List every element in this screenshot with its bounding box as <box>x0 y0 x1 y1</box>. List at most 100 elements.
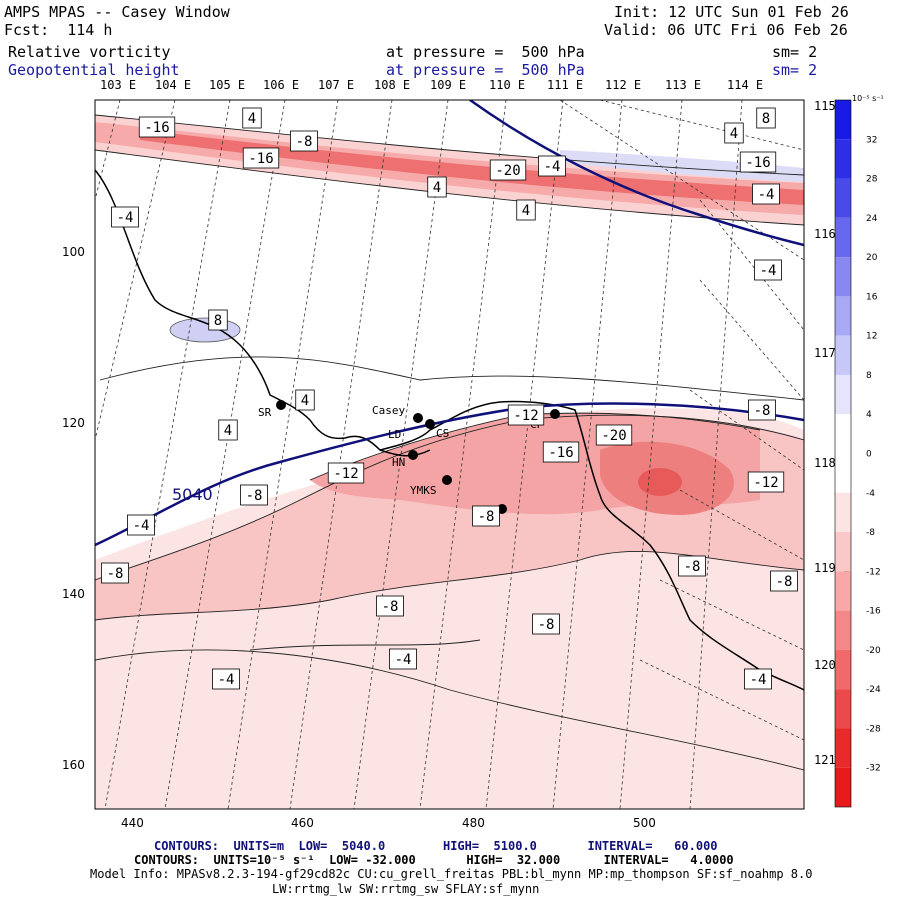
colorbar-swatch <box>835 335 851 375</box>
contour-label: -20 <box>495 163 520 179</box>
lon-label: 109 E <box>430 78 466 92</box>
x-tick-label: 440 <box>121 816 144 830</box>
contour-label-box <box>212 668 240 690</box>
y-tick-label: 140 <box>62 587 85 601</box>
contour-label: 8 <box>762 111 770 127</box>
colorbar-tick-label: 32 <box>866 135 877 145</box>
contour-label: -8 <box>684 559 701 575</box>
contour-label-box <box>532 613 560 635</box>
footer-vorticity-contours: CONTOURS: UNITS=10⁻⁵ s⁻¹ LOW= -32.000 HI… <box>134 853 734 867</box>
model-title: AMPS MPAS -- Casey Window <box>4 3 230 21</box>
x-axis: 440 460 480 500 <box>121 816 656 830</box>
field2-name: Geopotential height <box>8 61 180 79</box>
contour-label: -16 <box>248 151 273 167</box>
colorbar-swatch <box>835 453 851 493</box>
contour-label-box <box>516 199 536 221</box>
contour-label-box <box>111 206 139 228</box>
contour-label: -8 <box>382 599 399 615</box>
contour-label: 4 <box>248 111 256 127</box>
contour-label: -12 <box>513 408 538 424</box>
colorbar-tick-label: 0 <box>866 450 872 460</box>
contour-labels: -16 4 -8 -16 -20 -4 4 8 -16 -4 4 4 -4 8 -4 4 4 -12 -20 -16 -… <box>101 107 798 690</box>
field2-level: at pressure = 500 hPa <box>386 61 585 79</box>
station-label: LD <box>388 428 401 441</box>
contour-label-box <box>678 555 706 577</box>
colorbar-tick-label: -4 <box>866 489 875 499</box>
colorbar-swatch <box>835 257 851 297</box>
station-label: Casey <box>372 404 405 417</box>
y-tick-label: 100 <box>62 245 85 259</box>
colorbar-swatch <box>835 532 851 572</box>
contour-label: -8 <box>776 574 793 590</box>
colorbar: 32 28 24 20 16 12 8 4 0 -4 -8 -12 -16 -20 -24 -28 -32 <box>834 99 881 808</box>
colorbar-swatch <box>835 217 851 258</box>
contour-label: -8 <box>107 566 124 582</box>
lon-label: 103 E <box>100 78 136 92</box>
lon-label: 110 E <box>489 78 525 92</box>
colorbar-swatch <box>835 767 851 807</box>
contour-label-box <box>218 419 238 441</box>
contour-label: 8 <box>214 313 222 329</box>
contour-label: -16 <box>548 445 573 461</box>
contour-label-box <box>240 484 268 506</box>
colorbar-tick-label: 28 <box>866 175 878 185</box>
colorbar-tick-label: -32 <box>866 764 881 774</box>
contour-label: -12 <box>333 466 358 482</box>
contour-label-box <box>127 514 155 536</box>
contour-label: -8 <box>478 509 495 525</box>
colorbar-units: 10⁻⁵ s⁻¹ <box>852 94 884 103</box>
y-axis: 100 120 140 160 <box>62 245 85 772</box>
contour-label-box <box>242 107 262 129</box>
lon-label: 113 E <box>665 78 701 92</box>
footer-model-info-2: LW:rrtmg_lw SW:rrtmg_sw SFLAY:sf_mynn <box>272 882 540 896</box>
footer-height-contours: CONTOURS: UNITS=m LOW= 5040.0 HIGH= 5100… <box>154 839 718 853</box>
contour-label: -8 <box>538 617 555 633</box>
contour-label-box <box>507 404 545 426</box>
plot-area <box>95 100 804 809</box>
contour-label: -4 <box>117 210 134 226</box>
contour-label: -4 <box>758 187 775 203</box>
colorbar-swatch <box>835 492 851 533</box>
valid-time: Valid: 06 UTC Fri 06 Feb 26 <box>604 21 848 39</box>
colorbar-tick-label: 8 <box>866 371 872 381</box>
station-marker <box>442 475 452 485</box>
station-marker <box>413 413 423 423</box>
x-tick-label: 460 <box>291 816 314 830</box>
contour-label-box <box>724 122 744 144</box>
station-label: SR <box>258 406 272 419</box>
init-time: Init: 12 UTC Sun 01 Feb 26 <box>614 3 849 21</box>
contour-label-box <box>748 399 776 421</box>
lon-label: 112 E <box>605 78 641 92</box>
contour-label: -16 <box>745 155 770 171</box>
contour-label-box <box>208 309 228 331</box>
x-tick-label: 500 <box>633 816 656 830</box>
lon-label: 114 E <box>727 78 763 92</box>
colorbar-tick-label: -24 <box>866 685 881 695</box>
lon-label: 108 E <box>374 78 410 92</box>
contour-label: 4 <box>301 393 309 409</box>
colorbar-swatch <box>835 414 851 454</box>
footer-model-info: Model Info: MPASv8.2.3-194-gf29cd82c CU:… <box>90 867 813 881</box>
height-contour-label: 5040 <box>172 485 213 504</box>
contour-label: -16 <box>144 120 169 136</box>
colorbar-swatch <box>835 139 851 179</box>
x-tick-label: 480 <box>462 816 485 830</box>
colorbar-tick-label: -20 <box>866 646 881 656</box>
colorbar-tick-label: -12 <box>866 567 881 577</box>
contour-label-box <box>389 648 417 670</box>
contour-label: -4 <box>395 652 412 668</box>
colorbar-swatch <box>835 178 851 218</box>
contour-label: -12 <box>753 475 778 491</box>
station-label: YMKS <box>410 484 437 497</box>
contour-label-box <box>327 462 365 484</box>
contour-label: -4 <box>218 672 235 688</box>
field1-smoothing: sm= 2 <box>772 43 818 61</box>
colorbar-swatch <box>835 610 851 650</box>
contour-label-box <box>756 107 776 129</box>
lon-label: 105 E <box>209 78 245 92</box>
contour-label-box <box>754 259 782 281</box>
contour-label: -20 <box>601 428 626 444</box>
contour-label: -4 <box>133 518 150 534</box>
colorbar-tick-label: -16 <box>866 607 881 617</box>
